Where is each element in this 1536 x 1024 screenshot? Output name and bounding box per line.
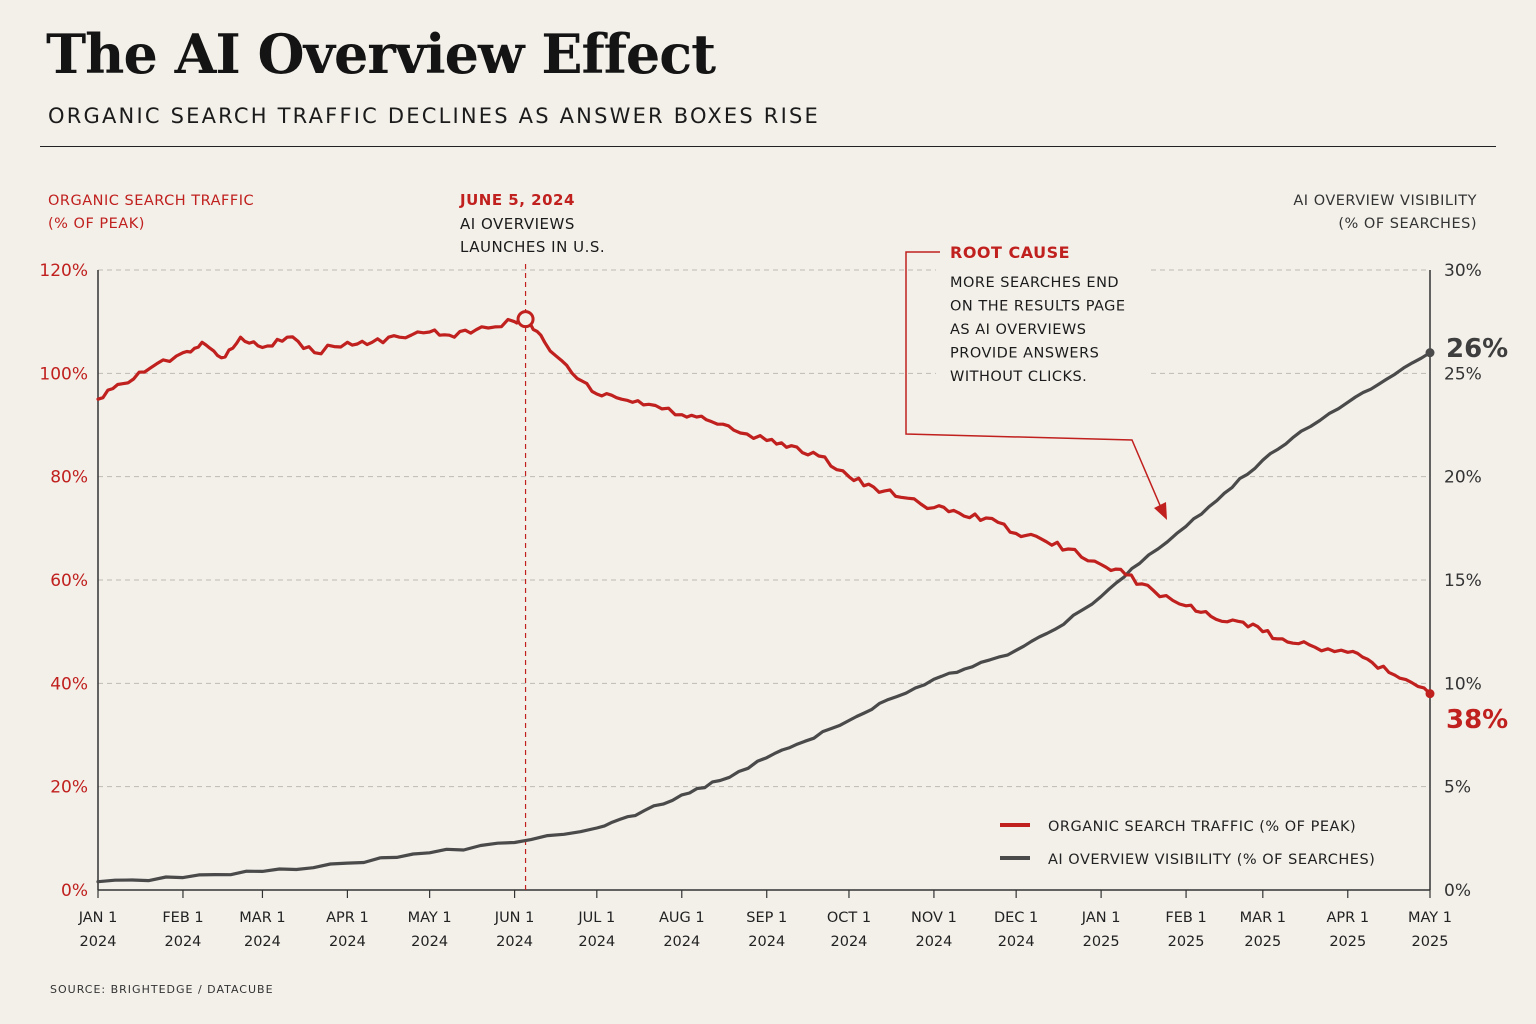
x-axis-tick-label: APR 1: [1326, 910, 1369, 926]
visibility-line: [96, 351, 1432, 884]
left-axis-tick-label: 40%: [50, 674, 88, 694]
x-axis-tick-label: MAR 1: [239, 910, 285, 926]
x-axis-tick-year: 2024: [496, 934, 533, 950]
x-axis-tick-year: 2024: [915, 934, 952, 950]
visibility-end-label: 26%: [1446, 334, 1508, 364]
root-cause-text-line: AS AI OVERVIEWS: [950, 322, 1086, 338]
x-axis-tick-year: 2024: [411, 934, 448, 950]
x-axis-tick-label: FEB 1: [162, 910, 203, 926]
root-cause-backdrop: [936, 237, 1148, 389]
root-cause-leader: [905, 251, 1163, 511]
root-cause-arrowhead: [1154, 502, 1167, 520]
right-axis-tick-label: 5%: [1444, 778, 1471, 798]
right-axis-tick-label: 30%: [1444, 261, 1482, 281]
x-axis-tick-label: JUN 1: [494, 910, 535, 926]
root-cause-title: ROOT CAUSE: [950, 243, 1070, 262]
x-axis-tick-label: DEC 1: [994, 910, 1038, 926]
x-axis-tick-label: APR 1: [326, 910, 369, 926]
traffic-line: [96, 315, 1432, 696]
x-axis-tick-label: AUG 1: [659, 910, 705, 926]
x-axis-tick-year: 2024: [748, 934, 785, 950]
left-axis-tick-label: 120%: [39, 261, 88, 281]
right-axis-tick-label: 10%: [1444, 674, 1482, 694]
left-axis-tick-label: 0%: [61, 881, 88, 901]
x-axis-tick-year: 2025: [1412, 934, 1449, 950]
root-cause-text-line: PROVIDE ANSWERS: [950, 346, 1099, 362]
x-axis-tick-year: 2024: [831, 934, 868, 950]
x-axis-tick-year: 2024: [165, 934, 202, 950]
x-axis-tick-label: MAY 1: [1408, 910, 1452, 926]
x-axis-tick-label: FEB 1: [1165, 910, 1206, 926]
right-axis-tick-label: 15%: [1444, 571, 1482, 591]
x-axis-tick-year: 2025: [1168, 934, 1205, 950]
right-axis-title-unit: (% OF SEARCHES): [1338, 216, 1477, 232]
launch-date-label: JUNE 5, 2024: [459, 191, 575, 209]
left-axis-tick-label: 20%: [50, 778, 88, 798]
launch-point-marker: [516, 310, 535, 329]
root-cause-text-line: ON THE RESULTS PAGE: [950, 299, 1126, 315]
x-axis-tick-label: JAN 1: [1081, 910, 1121, 926]
visibility-end-dot: [1425, 348, 1435, 358]
x-axis-tick-year: 2024: [329, 934, 366, 950]
x-axis-tick-label: SEP 1: [746, 910, 787, 926]
legend-label-visibility: AI OVERVIEW VISIBILITY (% OF SEARCHES): [1048, 852, 1375, 868]
x-axis-tick-year: 2025: [1083, 934, 1120, 950]
left-axis-title: ORGANIC SEARCH TRAFFIC: [48, 193, 254, 209]
launch-label-line: AI OVERVIEWS: [460, 215, 575, 233]
x-axis-tick-year: 2024: [998, 934, 1035, 950]
source-note: SOURCE: BRIGHTEDGE / DATACUBE: [50, 983, 274, 996]
x-axis-tick-year: 2024: [244, 934, 281, 950]
left-axis-title-unit: (% OF PEAK): [48, 216, 145, 232]
left-axis-tick-label: 100%: [39, 364, 88, 384]
x-axis-tick-label: MAR 1: [1240, 910, 1286, 926]
root-cause-text-line: MORE SEARCHES END: [950, 275, 1119, 291]
x-axis-tick-label: MAY 1: [408, 910, 452, 926]
x-axis-tick-label: OCT 1: [827, 910, 871, 926]
left-axis-tick-label: 80%: [50, 468, 88, 488]
traffic-end-label: 38%: [1446, 705, 1508, 735]
x-axis-tick-year: 2025: [1244, 934, 1281, 950]
right-axis-tick-label: 25%: [1444, 364, 1482, 384]
x-axis-tick-year: 2025: [1329, 934, 1366, 950]
right-axis-tick-label: 0%: [1444, 881, 1471, 901]
legend-label-traffic: ORGANIC SEARCH TRAFFIC (% OF PEAK): [1048, 819, 1356, 835]
traffic-end-dot: [1425, 689, 1435, 699]
x-axis-tick-year: 2024: [578, 934, 615, 950]
chart-title: The AI Overview Effect: [46, 22, 716, 86]
x-axis-tick-year: 2024: [663, 934, 700, 950]
root-cause-text-line: WITHOUT CLICKS.: [950, 369, 1087, 385]
left-axis-tick-label: 60%: [50, 571, 88, 591]
chart-subtitle: ORGANIC SEARCH TRAFFIC DECLINES AS ANSWE…: [48, 104, 820, 128]
launch-label-line: LAUNCHES IN U.S.: [460, 238, 605, 256]
header-divider: [40, 146, 1496, 147]
x-axis-tick-label: JUL 1: [577, 910, 615, 926]
x-axis-tick-year: 2024: [80, 934, 117, 950]
x-axis-tick-label: JAN 1: [78, 910, 118, 926]
right-axis-title: AI OVERVIEW VISIBILITY: [1293, 193, 1477, 209]
right-axis-tick-label: 20%: [1444, 468, 1482, 488]
x-axis-tick-label: NOV 1: [911, 910, 957, 926]
